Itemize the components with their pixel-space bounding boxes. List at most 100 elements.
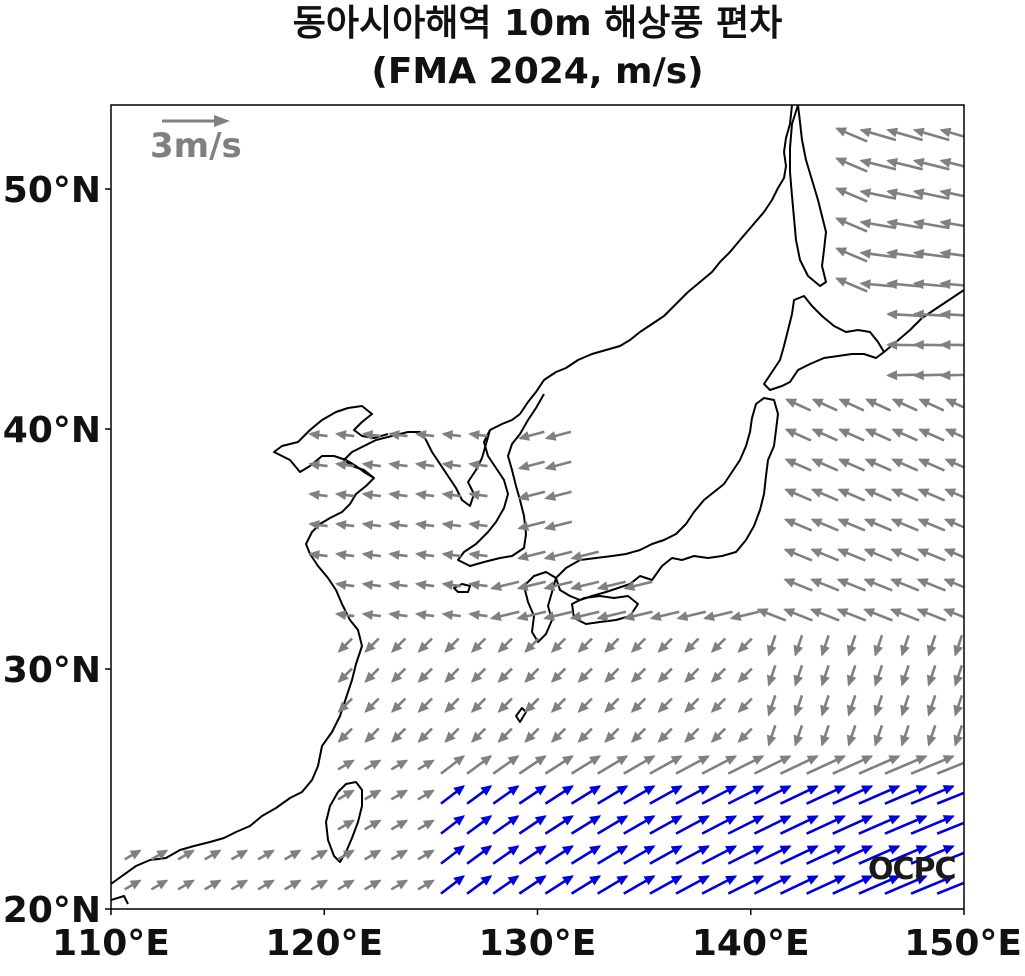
- vector-head: [912, 339, 924, 350]
- vector-head: [156, 879, 169, 890]
- vector-head: [838, 428, 851, 438]
- x-tick-label: 110°E: [52, 923, 170, 964]
- strong-wind-vector: [701, 815, 738, 835]
- wind-vector: [657, 667, 673, 683]
- vector-head: [783, 608, 796, 618]
- shikoku-coastline: [571, 595, 639, 625]
- vector-head: [489, 611, 502, 622]
- wind-vector: [649, 755, 683, 775]
- vector-head: [970, 845, 982, 854]
- wind-vector: [835, 127, 868, 143]
- wind-vector: [150, 879, 169, 891]
- wind-vector: [784, 458, 812, 472]
- vector-head: [888, 755, 901, 765]
- vector-head: [453, 755, 466, 766]
- vector-head: [912, 248, 925, 259]
- wind-vector: [414, 490, 435, 500]
- vector-head: [939, 158, 952, 168]
- vector-head: [561, 785, 574, 796]
- wind-vector: [441, 580, 462, 590]
- vector-head: [517, 491, 530, 501]
- wind-vector: [390, 759, 409, 771]
- vector-head: [490, 581, 502, 592]
- vector-head: [917, 518, 930, 528]
- wind-vector: [926, 724, 937, 747]
- vector-head: [342, 759, 355, 770]
- wind-vector: [577, 667, 593, 683]
- wind-vector: [604, 697, 620, 713]
- wind-vector: [864, 458, 892, 472]
- strong-wind-vector: [440, 815, 466, 835]
- wind-vector: [756, 608, 787, 622]
- wind-vector: [838, 398, 865, 412]
- strong-wind-vector: [936, 845, 982, 865]
- vector-head: [396, 759, 409, 770]
- wind-vector: [944, 488, 964, 499]
- wind-vector: [918, 428, 945, 442]
- strong-wind-vector: [492, 875, 520, 895]
- wind-vector: [334, 610, 355, 620]
- strong-wind-vector: [858, 815, 901, 835]
- wind-vector: [444, 637, 460, 653]
- vector-head: [388, 490, 400, 500]
- vector-head: [970, 755, 982, 764]
- strong-wind-vector: [649, 815, 683, 835]
- wind-vector: [900, 634, 910, 657]
- vector-head: [756, 608, 769, 618]
- wind-vector: [361, 520, 382, 530]
- vector-head: [453, 845, 466, 856]
- strong-wind-vector: [544, 785, 574, 805]
- wind-vector: [390, 789, 409, 801]
- x-tick-label: 150°E: [904, 923, 1022, 964]
- vector-head: [942, 815, 955, 825]
- vector-head: [783, 518, 797, 528]
- wind-vector: [337, 667, 353, 683]
- strong-wind-vector: [649, 845, 683, 865]
- wind-vector: [466, 755, 493, 775]
- strong-wind-vector: [701, 845, 738, 865]
- wind-vector: [390, 819, 409, 831]
- vector-head: [820, 704, 830, 717]
- wind-vector: [916, 548, 946, 562]
- vector-head: [561, 755, 574, 766]
- vector-head: [886, 279, 898, 290]
- wind-vector: [334, 490, 355, 500]
- vector-head: [779, 845, 792, 855]
- wind-vector: [783, 578, 813, 592]
- wind-vector: [544, 460, 572, 471]
- jeju-island: [453, 583, 471, 593]
- vector-head: [926, 674, 937, 687]
- strong-wind-vector: [623, 845, 656, 865]
- wind-vector: [891, 458, 919, 472]
- vector-head: [453, 785, 466, 796]
- wind-vector: [489, 610, 520, 622]
- wind-vector: [939, 158, 964, 168]
- wind-vector: [468, 520, 488, 530]
- vector-head: [561, 875, 574, 886]
- strong-wind-vector: [466, 815, 493, 835]
- vector-head: [516, 551, 529, 561]
- coastlines: [111, 105, 964, 905]
- wind-vector: [806, 755, 846, 775]
- vector-head: [943, 518, 956, 528]
- wind-vector: [570, 755, 602, 775]
- vector-head: [441, 520, 454, 530]
- vector-head: [916, 608, 929, 618]
- vector-head: [517, 461, 530, 471]
- strong-wind-vector: [701, 875, 738, 895]
- wind-vector: [497, 697, 513, 713]
- wind-vector: [364, 879, 382, 891]
- vector-head: [737, 731, 749, 743]
- strong-wind-vector: [727, 785, 765, 805]
- wind-vector: [684, 697, 700, 713]
- strong-wind-vector: [727, 815, 765, 835]
- wind-vector: [939, 218, 964, 229]
- wind-vector: [953, 634, 964, 657]
- vector-head: [697, 875, 710, 886]
- strong-wind-vector: [884, 845, 928, 865]
- vector-head: [942, 875, 955, 885]
- wind-vector: [783, 608, 813, 622]
- vector-head: [414, 490, 427, 500]
- vector-head: [589, 785, 602, 796]
- wind-vector: [623, 580, 653, 592]
